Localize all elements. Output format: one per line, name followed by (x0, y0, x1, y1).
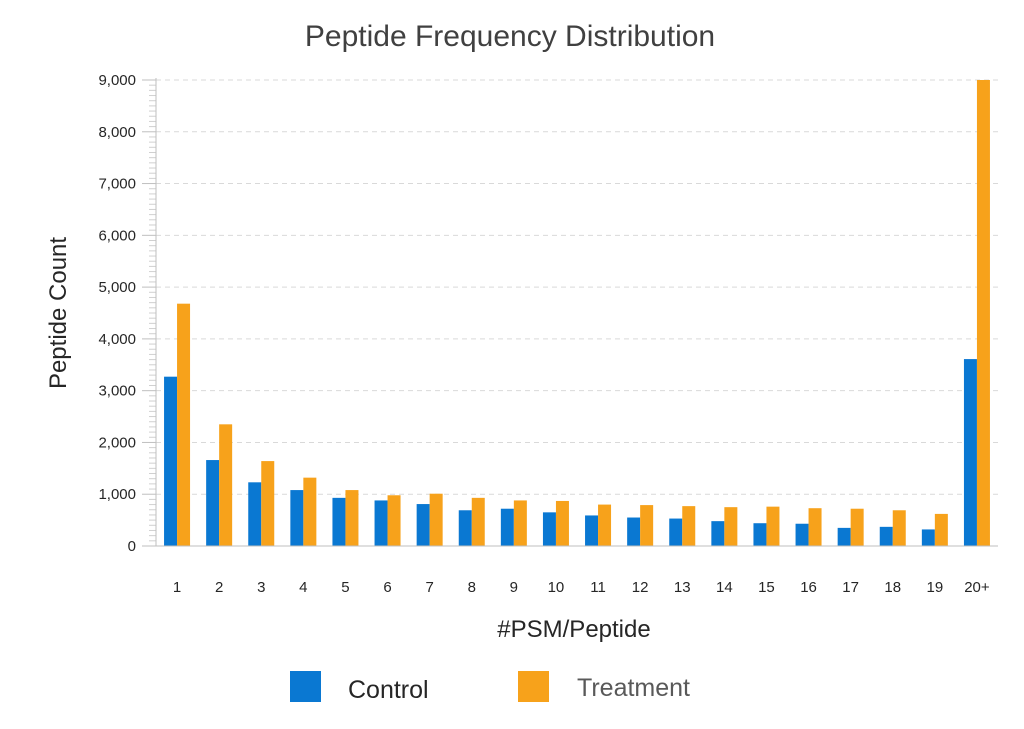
bars (164, 80, 990, 546)
bar-treatment (934, 513, 948, 546)
x-tick-label: 16 (800, 579, 817, 596)
bar-treatment (555, 500, 569, 546)
bar-control (374, 500, 388, 546)
y-tick-label: 4,000 (98, 331, 136, 348)
bar-treatment (261, 461, 275, 546)
x-tick-label: 5 (341, 579, 349, 596)
legend-label-treatment: Treatment (577, 674, 690, 702)
y-tick-label: 6,000 (98, 227, 136, 244)
gridlines (156, 79, 998, 495)
bar-treatment (808, 508, 822, 546)
y-tick-label: 5,000 (98, 279, 136, 296)
y-tick-label: 2,000 (98, 434, 136, 451)
bar-control (416, 504, 430, 546)
bar-treatment (219, 424, 233, 546)
x-tick-label: 7 (425, 579, 433, 596)
y-tick-label: 7,000 (98, 176, 136, 193)
bar-control (206, 460, 220, 546)
y-tick-label: 9,000 (98, 72, 136, 89)
bar-control (837, 527, 851, 546)
bar-treatment (429, 493, 443, 546)
bar-control (711, 521, 725, 546)
x-tick-label: 13 (674, 579, 691, 596)
bar-control (332, 497, 346, 546)
x-tick-label: 6 (383, 579, 391, 596)
x-tick-label: 9 (510, 579, 518, 596)
legend-label-control: Control (348, 676, 429, 704)
y-axis-label: Peptide Count (45, 237, 72, 389)
x-tick-label: 20+ (964, 579, 990, 596)
legend-item-treatment: Treatment (518, 671, 690, 702)
x-tick-label: 2 (215, 579, 223, 596)
bar-control (290, 490, 304, 546)
x-tick-label: 4 (299, 579, 307, 596)
bar-treatment (640, 505, 654, 546)
bar-treatment (303, 477, 317, 546)
x-tick-label: 15 (758, 579, 775, 596)
y-axis-ticks: 0 1,000 2,000 3,000 4,000 5,000 6,000 7,000 8,00… (98, 72, 156, 555)
legend-item-control: Control (290, 671, 429, 704)
bar-control (753, 523, 767, 546)
bar-treatment (850, 508, 864, 546)
bar-treatment (513, 500, 527, 546)
bar-treatment (471, 497, 485, 546)
bar-treatment (724, 507, 738, 546)
y-tick-label: 1,000 (98, 486, 136, 503)
bar-control (921, 529, 935, 546)
x-tick-label: 12 (632, 579, 649, 596)
x-tick-label: 1 (173, 579, 181, 596)
chart-title: Peptide Frequency Distribution (305, 20, 715, 53)
y-tick-label: 3,000 (98, 383, 136, 400)
x-tick-label: 14 (716, 579, 733, 596)
bar-treatment (345, 490, 359, 546)
y-tick-label: 8,000 (98, 124, 136, 141)
bar-control (458, 510, 472, 546)
bar-treatment (387, 495, 401, 546)
bar-control (585, 515, 599, 546)
bar-control (248, 482, 262, 546)
x-axis-label: #PSM/Peptide (497, 616, 650, 643)
bar-treatment (892, 510, 906, 546)
x-tick-label: 17 (842, 579, 859, 596)
bar-treatment (598, 504, 612, 546)
x-tick-label: 19 (927, 579, 944, 596)
bar-treatment (766, 506, 780, 546)
legend: Control Treatment (290, 671, 690, 704)
bar-treatment (682, 506, 696, 546)
bar-control (669, 518, 683, 546)
x-axis-ticks: 1 2 3 4 5 6 7 8 9 10 11 12 13 14 15 16 17 18 19 20+ (173, 579, 990, 596)
bar-control (627, 517, 641, 546)
bar-control (542, 512, 556, 546)
bar-control (500, 508, 514, 546)
x-tick-label: 3 (257, 579, 265, 596)
bar-control (164, 376, 178, 546)
bar-control (879, 526, 893, 546)
bar-control (963, 359, 977, 546)
x-tick-label: 11 (590, 579, 606, 596)
bar-treatment (976, 80, 990, 546)
bar-treatment (177, 303, 191, 546)
x-tick-label: 8 (468, 579, 476, 596)
x-tick-label: 10 (548, 579, 565, 596)
y-tick-label: 0 (128, 538, 136, 555)
bar-control (795, 523, 809, 546)
x-tick-label: 18 (884, 579, 901, 596)
legend-swatch-control (290, 671, 321, 702)
legend-swatch-treatment (518, 671, 549, 702)
